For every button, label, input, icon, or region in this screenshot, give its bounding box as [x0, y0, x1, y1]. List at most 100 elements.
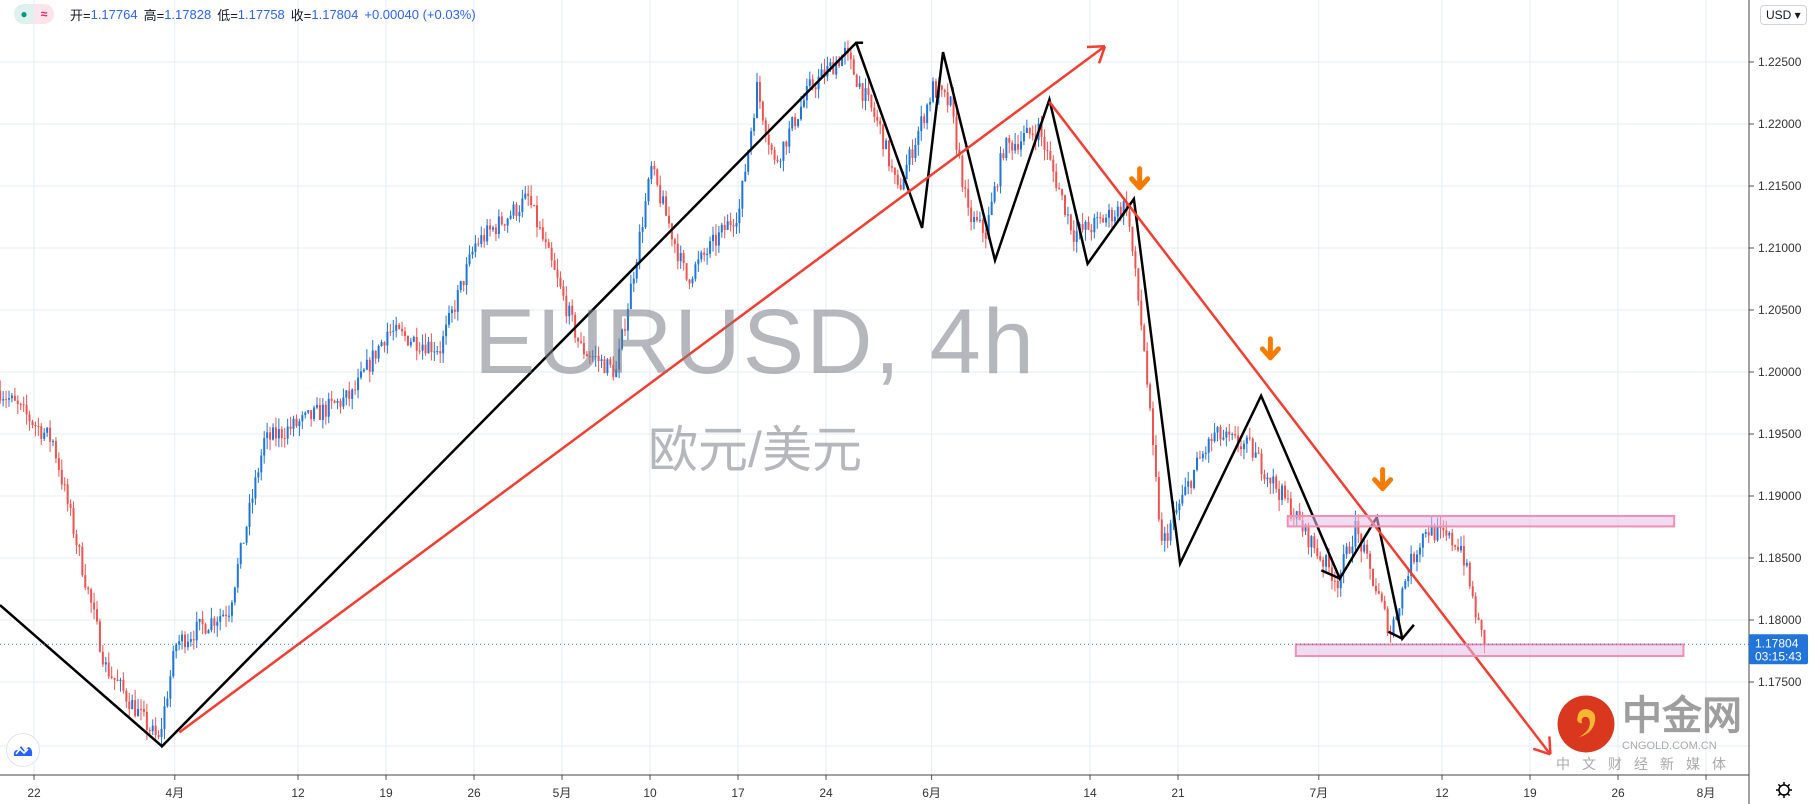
candle-body: [257, 472, 260, 478]
candle-body: [624, 329, 626, 331]
candle-body: [137, 708, 140, 717]
candle-body: [556, 269, 559, 278]
candle-body: [1075, 231, 1078, 242]
candle-body: [1149, 384, 1152, 409]
x-tick-label: 14: [1083, 786, 1097, 800]
candle-body: [160, 728, 163, 738]
candle-body: [116, 679, 119, 681]
candle-body: [1084, 221, 1087, 230]
candle-body: [178, 641, 181, 645]
candle-body: [163, 706, 166, 729]
tradingview-cloud-icon[interactable]: [6, 733, 40, 767]
candle-body: [744, 171, 747, 182]
candle-body: [1087, 221, 1090, 230]
candle-body: [1465, 562, 1468, 566]
candle-body: [741, 181, 744, 209]
candle-body: [905, 164, 908, 179]
candle-body: [301, 415, 304, 422]
candle-body: [186, 641, 189, 648]
gear-icon[interactable]: [1776, 782, 1792, 798]
candle-body: [104, 662, 107, 665]
candle-body: [1128, 211, 1131, 227]
candle-body: [351, 389, 354, 399]
candle-body: [222, 614, 225, 617]
candle-body: [861, 83, 864, 101]
currency-button[interactable]: USD ▾: [1760, 5, 1807, 25]
candle-body: [213, 618, 216, 626]
candle-body: [248, 502, 251, 527]
candle-body: [1017, 143, 1020, 150]
candle-body: [225, 614, 228, 617]
candle-body: [69, 503, 72, 508]
candle-body: [489, 225, 492, 230]
candle-body: [902, 178, 905, 190]
candle-body: [673, 239, 676, 244]
candle-body: [1166, 533, 1169, 541]
y-tick-label: 1.21000: [1758, 241, 1802, 255]
candle-body: [66, 484, 69, 504]
candle-body: [785, 141, 788, 147]
close-label: 收=: [290, 7, 312, 23]
candle-body: [976, 217, 978, 221]
candle-body: [1052, 159, 1055, 172]
candle-body: [609, 359, 612, 365]
candle-body: [245, 526, 248, 543]
candle-body: [808, 79, 811, 87]
candle-body: [1248, 437, 1251, 439]
candle-body: [421, 344, 424, 351]
candle-body: [621, 329, 624, 349]
candle-body: [606, 359, 609, 374]
candle-body: [16, 400, 19, 404]
legend-status[interactable]: ● ≈: [14, 4, 54, 24]
candle-body: [943, 90, 946, 93]
candle-body: [934, 81, 937, 98]
candle-body: [497, 216, 500, 235]
candle-body: [1031, 133, 1034, 136]
candle-body: [272, 427, 274, 440]
candle-body: [500, 216, 503, 225]
candle-body: [679, 253, 682, 262]
candle-body: [940, 85, 943, 91]
x-tick-label: 26: [1611, 786, 1625, 800]
candle-body: [714, 234, 717, 246]
x-tick-label: 12: [1435, 786, 1449, 800]
arrow-head: [1548, 736, 1552, 755]
candle-body: [729, 221, 732, 226]
candle-body: [1445, 530, 1448, 536]
candle-body: [345, 390, 348, 398]
arrow-down-glyph: [1372, 467, 1394, 492]
candle-body: [140, 708, 142, 710]
candle-body: [333, 400, 336, 403]
candle-body: [533, 205, 536, 207]
candle-body: [1113, 216, 1116, 222]
candle-body: [157, 734, 160, 738]
x-tick-label: 7月: [1309, 786, 1328, 800]
candle-body: [870, 94, 873, 108]
candle-body: [1122, 201, 1125, 216]
candle-body: [483, 235, 486, 242]
candle-body: [835, 61, 838, 75]
candle-body: [119, 679, 122, 681]
wave-icon[interactable]: ≈: [34, 4, 54, 24]
candle-body: [632, 278, 635, 284]
candle-body: [1134, 251, 1137, 269]
candle-body: [1131, 226, 1134, 252]
candle-body: [1240, 446, 1242, 450]
candle-body: [1413, 553, 1416, 563]
candle-body: [638, 231, 641, 263]
candle-body: [1366, 544, 1369, 554]
candle-body: [10, 395, 13, 399]
candle-body: [577, 337, 580, 342]
candle-body: [219, 616, 222, 622]
candle-body: [75, 534, 78, 546]
candle-body: [474, 243, 477, 252]
candle-body: [1219, 427, 1222, 440]
candle-body: [239, 543, 242, 565]
candle-body: [1454, 545, 1457, 547]
y-tick-label: 1.17500: [1758, 675, 1802, 689]
candle-body: [1457, 546, 1460, 551]
candle-body: [1196, 457, 1198, 470]
candle-body: [145, 711, 148, 730]
candle-body: [1319, 556, 1322, 560]
